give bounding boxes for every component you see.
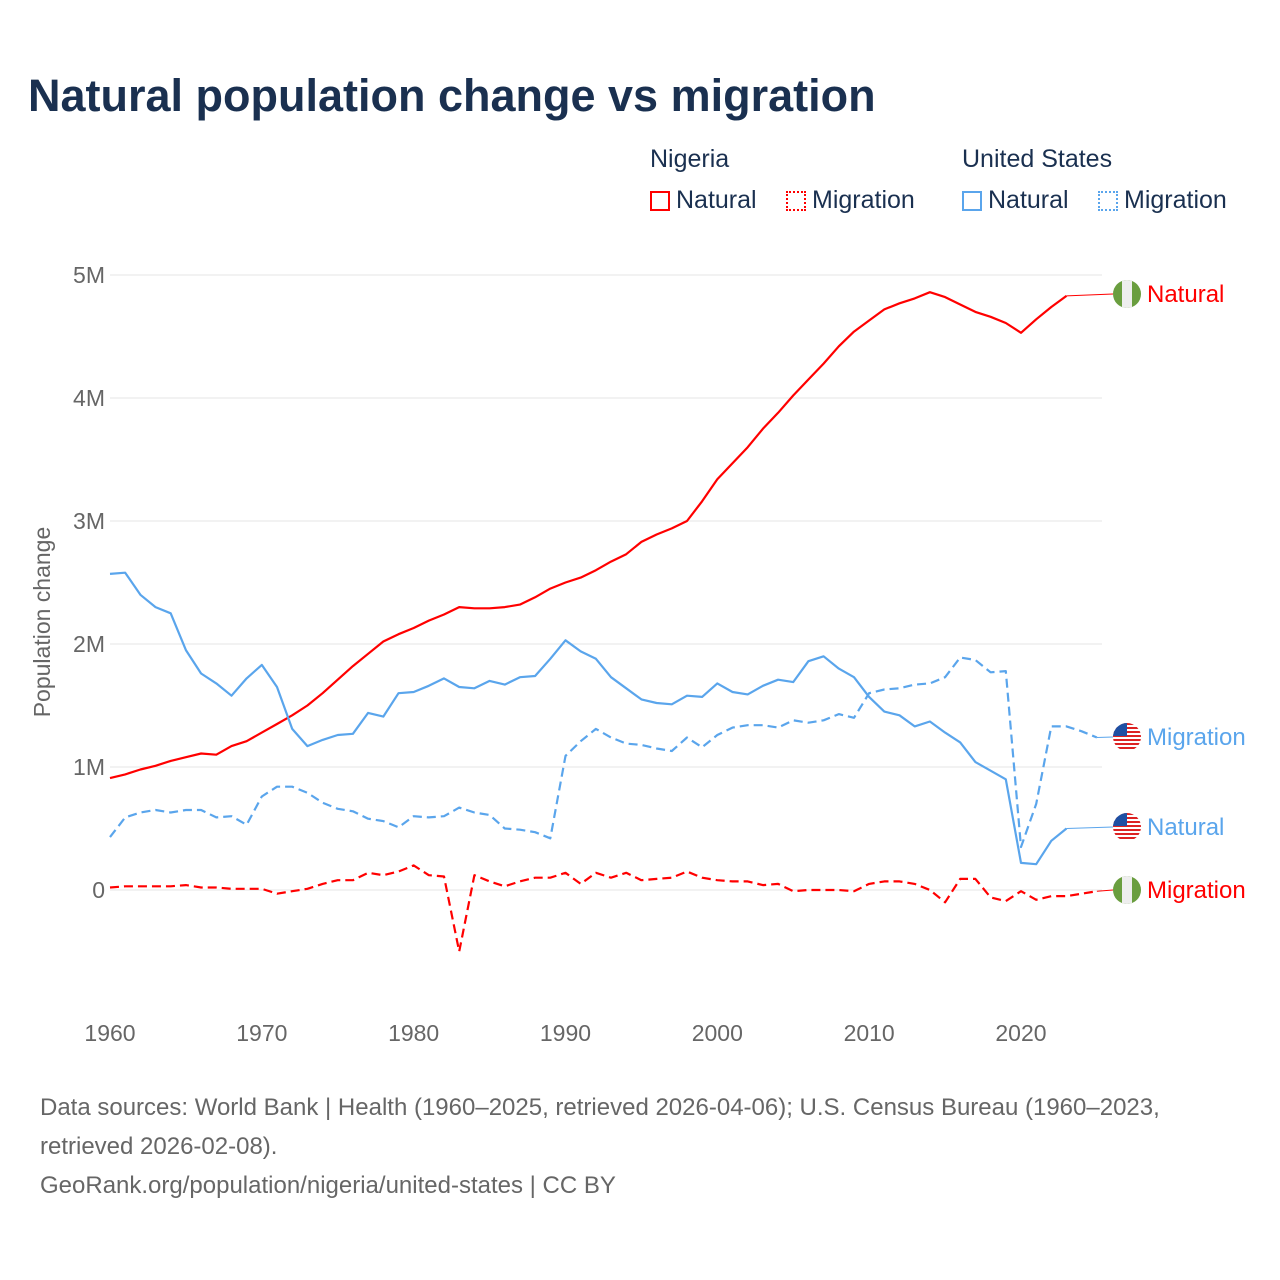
label-connector (1066, 826, 1114, 829)
flag-stripe (1113, 739, 1141, 741)
label-connector (1066, 293, 1114, 297)
legend-swatch-dotted (786, 190, 806, 211)
legend-swatch-solid (650, 190, 670, 211)
legend-label: Natural (676, 186, 757, 214)
y-tick-label: 4M (73, 385, 105, 411)
chart-title: Natural population change vs migration (28, 70, 876, 121)
legend-nigeria-natural[interactable]: Natural (650, 186, 757, 215)
end-label: Natural (1147, 281, 1224, 308)
flag-white (1122, 280, 1132, 308)
flag-white (1122, 876, 1132, 904)
flag-body (1113, 876, 1141, 904)
y-axis-label: Population change (29, 527, 55, 718)
source-link[interactable]: GeoRank.org/population/nigeria/united-st… (40, 1172, 616, 1199)
legend-us-natural[interactable]: Natural (962, 186, 1069, 215)
x-tick-label: 1970 (236, 1020, 287, 1046)
x-tick-label: 2020 (995, 1020, 1046, 1046)
y-tick-label: 5M (73, 262, 105, 288)
us-flag-icon (1113, 813, 1141, 841)
flag-stripe (1113, 743, 1141, 745)
legend-nigeria-migration[interactable]: Migration (786, 186, 915, 215)
flag-body (1113, 280, 1141, 308)
footer: Data sources: World Bank | Health (1960–… (40, 1088, 1250, 1205)
x-tick-label: 2000 (692, 1020, 743, 1046)
legend-label: Migration (812, 186, 915, 214)
y-tick-label: 2M (73, 631, 105, 657)
legend-swatch-solid (962, 190, 982, 211)
end-label: Migration (1147, 724, 1246, 751)
flag-canton (1113, 813, 1127, 826)
y-tick-label: 3M (73, 508, 105, 534)
flag-body (1113, 813, 1141, 841)
label-connector (1096, 889, 1114, 892)
nigeria-flag-icon (1113, 876, 1141, 904)
series-line-0 (109, 291, 1068, 780)
flag-stripe (1113, 829, 1141, 831)
y-tick-label: 1M (73, 754, 105, 780)
data-sources: Data sources: World Bank | Health (1960–… (40, 1094, 1160, 1160)
series-line-1 (109, 864, 1098, 953)
end-label: Migration (1147, 877, 1246, 904)
flag-stripe (1113, 833, 1141, 835)
legend-group-united-states: United States (962, 145, 1113, 173)
x-tick-label: 1990 (540, 1020, 591, 1046)
x-tick-label: 1980 (388, 1020, 439, 1046)
x-tick-label: 1960 (84, 1020, 135, 1046)
legend-swatch-dotted (1098, 190, 1118, 211)
legend-label: Migration (1124, 186, 1227, 214)
legend-us-migration[interactable]: Migration (1098, 186, 1227, 215)
x-tick-label: 2010 (844, 1020, 895, 1046)
us-flag-icon (1113, 723, 1141, 751)
series-line-2 (109, 571, 1068, 866)
series-line-3 (109, 656, 1098, 849)
y-tick-label: 0 (92, 877, 105, 903)
end-label: Natural (1147, 814, 1224, 841)
flag-stripe (1113, 837, 1141, 839)
flag-body (1113, 723, 1141, 751)
legend-label: Natural (988, 186, 1069, 214)
flag-stripe (1113, 747, 1141, 749)
nigeria-flag-icon (1113, 280, 1141, 308)
legend-group-nigeria: Nigeria (650, 145, 730, 173)
flag-canton (1113, 723, 1127, 736)
